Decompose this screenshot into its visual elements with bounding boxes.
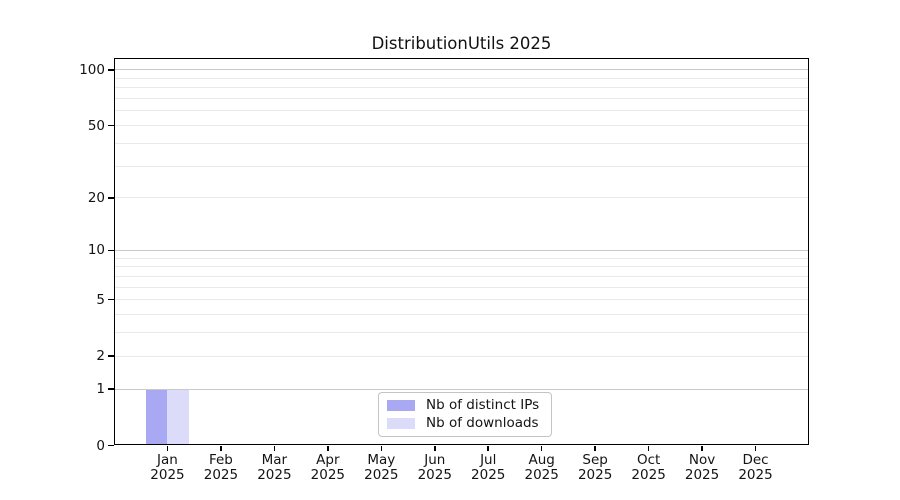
x-tick-mark bbox=[434, 446, 436, 451]
x-tick-label: Apr 2025 bbox=[310, 451, 346, 483]
x-tick-label: Dec 2025 bbox=[738, 451, 773, 483]
x-tick-label: Oct 2025 bbox=[631, 451, 666, 483]
plot-area-frame bbox=[114, 58, 809, 445]
y-tick-label: 20 bbox=[87, 189, 105, 206]
x-tick-label: Aug 2025 bbox=[524, 451, 559, 483]
y-tick-label: 100 bbox=[79, 61, 105, 78]
legend-swatch-downloads bbox=[387, 417, 415, 429]
x-tick-mark bbox=[273, 446, 276, 451]
x-tick-label: May 2025 bbox=[364, 451, 399, 483]
x-tick-mark bbox=[166, 446, 169, 451]
x-tick-mark bbox=[220, 446, 222, 451]
gridline-minor bbox=[114, 299, 809, 301]
legend-item-distinct-ips: Nb of distinct IPs bbox=[387, 398, 543, 413]
gridline-minor bbox=[114, 197, 809, 199]
x-tick-label: Jun 2025 bbox=[417, 451, 452, 483]
y-tick-mark bbox=[108, 69, 114, 71]
gridline-minor bbox=[114, 87, 809, 89]
y-tick-label: 0 bbox=[96, 437, 105, 454]
x-tick-mark bbox=[647, 446, 650, 451]
x-tick-mark bbox=[327, 446, 329, 451]
x-tick-label: Mar 2025 bbox=[257, 451, 292, 483]
x-tick-mark bbox=[380, 446, 383, 451]
legend-label-distinct-ips: Nb of distinct IPs bbox=[426, 397, 540, 414]
x-tick-mark bbox=[701, 446, 703, 451]
gridline-minor bbox=[114, 257, 809, 259]
legend-item-downloads: Nb of downloads bbox=[387, 414, 543, 431]
gridline-major bbox=[114, 69, 809, 71]
y-tick-label: 1 bbox=[96, 381, 105, 398]
gridline-minor bbox=[114, 286, 809, 288]
gridline-minor bbox=[114, 266, 809, 268]
gridline-minor bbox=[114, 314, 809, 316]
y-tick-mark bbox=[108, 388, 114, 390]
x-tick-mark bbox=[594, 446, 596, 451]
chart-title: DistributionUtils 2025 bbox=[371, 34, 552, 53]
legend-label-downloads: Nb of downloads bbox=[426, 414, 539, 431]
y-tick-label: 5 bbox=[96, 291, 105, 308]
gridline-minor bbox=[114, 77, 809, 79]
bar-nb-of-downloads bbox=[167, 389, 190, 446]
gridline-minor bbox=[114, 142, 809, 144]
x-tick-mark bbox=[540, 446, 543, 451]
y-tick-mark bbox=[108, 444, 114, 447]
y-tick-mark bbox=[108, 249, 114, 252]
legend: Nb of distinct IPs Nb of downloads bbox=[378, 392, 552, 437]
y-tick-mark bbox=[108, 298, 114, 301]
y-tick-label: 2 bbox=[96, 348, 105, 365]
gridline-major bbox=[114, 249, 809, 251]
y-tick-label: 10 bbox=[87, 242, 105, 259]
y-tick-label: 50 bbox=[87, 117, 105, 134]
x-tick-mark bbox=[487, 446, 489, 451]
gridline-minor bbox=[114, 110, 809, 112]
x-tick-label: Jul 2025 bbox=[471, 451, 506, 483]
gridline-minor bbox=[114, 275, 809, 277]
legend-swatch-distinct-ips bbox=[387, 400, 415, 412]
x-tick-label: Sep 2025 bbox=[577, 451, 613, 483]
gridline-minor bbox=[114, 98, 809, 100]
gridline-major bbox=[114, 388, 809, 390]
x-tick-label: Jan 2025 bbox=[150, 451, 185, 483]
gridline-minor bbox=[114, 125, 809, 127]
y-tick-mark bbox=[108, 197, 114, 199]
y-tick-mark bbox=[108, 355, 114, 357]
bar-nb-of-distinct-ips bbox=[145, 389, 168, 446]
x-tick-label: Nov 2025 bbox=[684, 451, 720, 483]
x-tick-mark bbox=[754, 446, 757, 451]
y-tick-mark bbox=[108, 124, 114, 127]
x-tick-label: Feb 2025 bbox=[203, 451, 239, 483]
gridline-minor bbox=[114, 332, 809, 334]
gridline-minor bbox=[114, 165, 809, 167]
gridline-minor bbox=[114, 355, 809, 357]
